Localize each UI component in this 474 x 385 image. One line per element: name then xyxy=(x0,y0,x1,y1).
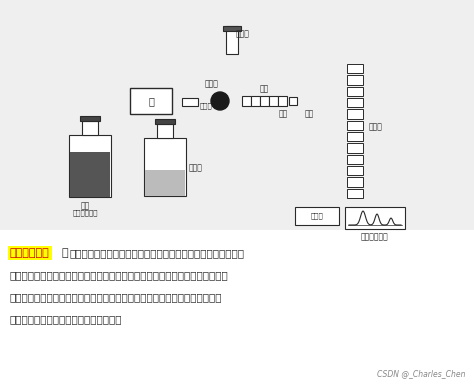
Text: 注射器: 注射器 xyxy=(236,30,250,38)
Circle shape xyxy=(211,92,229,110)
Text: 色谱柱，在色谱柱中各组分被分离，并依次随流动相流至检测器，检测到的信: 色谱柱，在色谱柱中各组分被分离，并依次随流动相流至检测器，检测到的信 xyxy=(10,292,222,302)
Bar xyxy=(347,98,363,107)
Bar xyxy=(345,207,405,229)
Text: 色谱柱: 色谱柱 xyxy=(369,122,383,132)
Bar xyxy=(347,64,363,73)
Bar xyxy=(70,152,110,197)
Text: ：: ： xyxy=(62,248,69,258)
Text: 溶剂: 溶剂 xyxy=(81,201,90,210)
Text: 接头: 接头 xyxy=(305,109,314,118)
Bar xyxy=(223,26,241,31)
Bar xyxy=(82,121,98,135)
Bar xyxy=(347,87,363,96)
Text: 预柱: 预柱 xyxy=(260,84,269,93)
Bar xyxy=(145,170,185,196)
Bar xyxy=(157,124,173,138)
Text: 混合室: 混合室 xyxy=(200,103,213,109)
Bar xyxy=(69,135,111,197)
Text: 高压输液泵将贮液器中的流动相以稳定的流速（或压力）输送至: 高压输液泵将贮液器中的流动相以稳定的流速（或压力）输送至 xyxy=(70,248,245,258)
Bar xyxy=(347,132,363,141)
Bar xyxy=(226,26,238,54)
Text: 数据处理系统: 数据处理系统 xyxy=(361,232,389,241)
Bar xyxy=(251,96,260,106)
Text: 接头: 接头 xyxy=(278,109,288,118)
Bar xyxy=(0,0,474,230)
Bar xyxy=(144,138,186,196)
Text: 贮液器: 贮液器 xyxy=(189,164,203,172)
Bar xyxy=(347,121,363,130)
Bar xyxy=(347,155,363,164)
Text: 其工作流程为: 其工作流程为 xyxy=(10,248,50,258)
Bar xyxy=(347,109,363,119)
Text: 号送至数据处理系统记录、处理和保存。: 号送至数据处理系统记录、处理和保存。 xyxy=(10,314,122,324)
Bar xyxy=(0,230,474,385)
Bar xyxy=(182,98,198,106)
Text: CSDN @_Charles_Chen: CSDN @_Charles_Chen xyxy=(377,369,466,378)
Bar xyxy=(130,88,172,114)
Bar xyxy=(347,177,363,187)
Text: 检测器: 检测器 xyxy=(310,213,323,219)
Bar xyxy=(295,207,339,225)
Bar xyxy=(347,143,363,152)
Bar xyxy=(80,116,100,121)
Bar xyxy=(347,166,363,175)
Bar xyxy=(289,97,297,105)
Bar xyxy=(269,96,278,106)
Bar xyxy=(347,75,363,85)
Text: 分析体系，在色谱柱之前通过进样器将样品导人，流动相将样品依次带入预柱、: 分析体系，在色谱柱之前通过进样器将样品导人，流动相将样品依次带入预柱、 xyxy=(10,270,229,280)
Bar xyxy=(242,96,251,106)
Bar xyxy=(155,119,175,124)
Bar xyxy=(347,189,363,198)
Text: 进样器: 进样器 xyxy=(205,79,219,88)
Bar xyxy=(278,96,287,106)
Text: 高压输液系统: 高压输液系统 xyxy=(72,209,98,216)
Text: 泵: 泵 xyxy=(148,96,154,106)
Bar xyxy=(260,96,269,106)
